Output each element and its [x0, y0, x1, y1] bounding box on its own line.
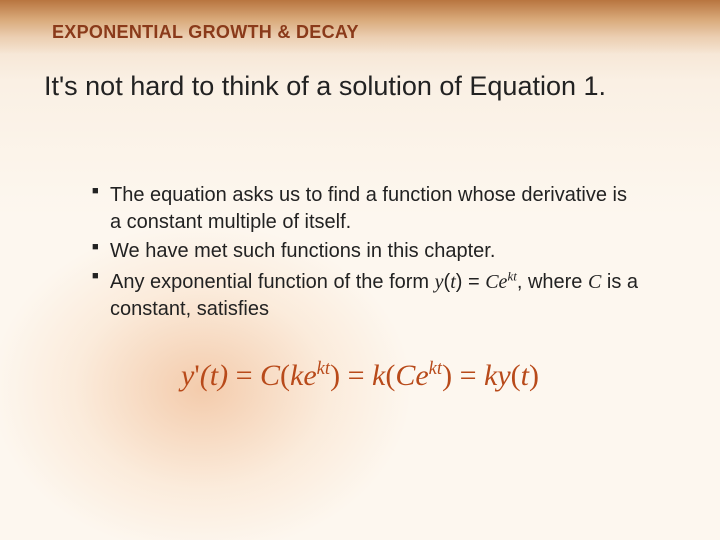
equation-display: y'(t) = C(kekt) = k(Cekt) = ky(t)	[0, 358, 720, 393]
bullet-item: We have met such functions in this chapt…	[92, 238, 640, 265]
bullet-item-text: Any exponential function of the form y(t…	[110, 271, 638, 320]
main-paragraph: It's not hard to think of a solution of …	[44, 68, 660, 104]
equation-text: y'(t) = C(kekt) = k(Cekt) = ky(t)	[181, 359, 539, 392]
bullet-list: The equation asks us to find a function …	[92, 182, 640, 325]
bullet-item: Any exponential function of the form y(t…	[92, 267, 640, 323]
section-title: EXPONENTIAL GROWTH & DECAY	[52, 22, 359, 43]
bullet-item: The equation asks us to find a function …	[92, 182, 640, 236]
